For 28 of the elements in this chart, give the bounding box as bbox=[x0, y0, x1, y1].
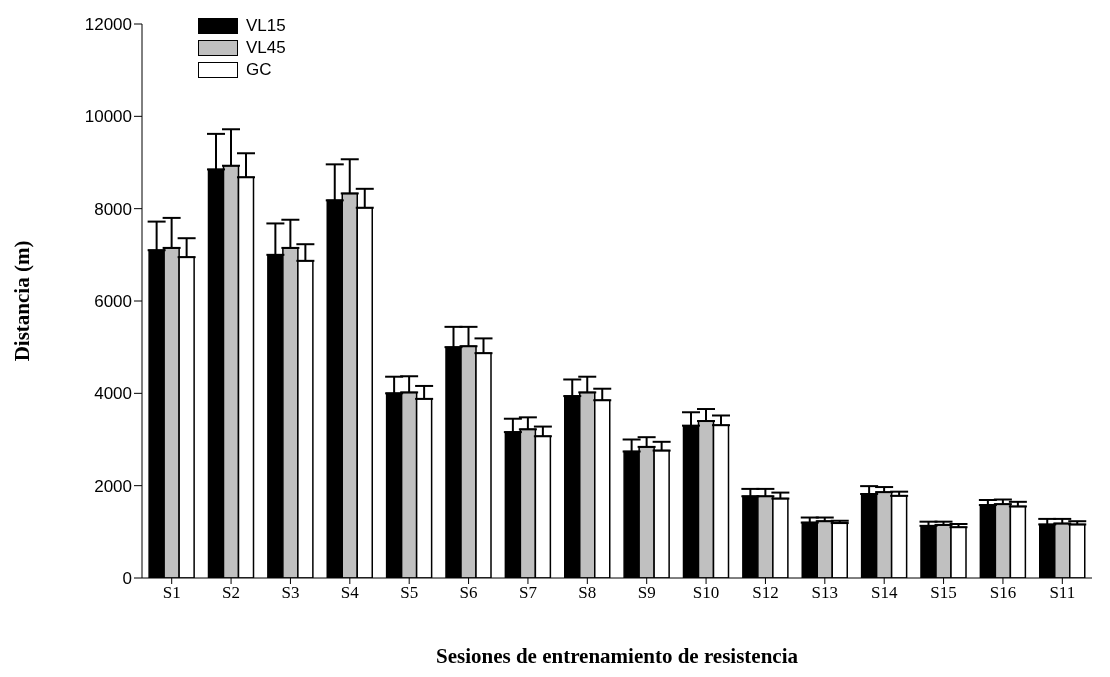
legend-label: VL45 bbox=[245, 38, 286, 58]
y-axis-title: Distancia (m) bbox=[10, 240, 35, 362]
x-tick-label: S7 bbox=[518, 583, 538, 603]
x-tick-label: S14 bbox=[870, 583, 898, 603]
x-tick-label: S11 bbox=[1049, 583, 1076, 603]
x-tick-label: S4 bbox=[340, 583, 360, 603]
y-tick-label: 4000 bbox=[94, 384, 132, 404]
legend-label: GC bbox=[245, 60, 273, 80]
legend-label: VL15 bbox=[245, 16, 286, 36]
y-tick-label: 10000 bbox=[84, 107, 132, 127]
x-tick-label: S10 bbox=[692, 583, 720, 603]
y-tick-label: 12000 bbox=[84, 15, 132, 35]
x-tick-label: S1 bbox=[162, 583, 181, 603]
x-tick-label: S6 bbox=[459, 583, 478, 603]
x-tick-label: S12 bbox=[752, 583, 779, 603]
x-tick-label: S9 bbox=[637, 583, 656, 603]
x-tick-label: S15 bbox=[930, 583, 957, 603]
y-tick-label: 6000 bbox=[94, 292, 132, 312]
y-tick-label: 8000 bbox=[94, 199, 132, 219]
x-tick-label: S2 bbox=[222, 583, 241, 603]
x-tick-label: S3 bbox=[281, 583, 300, 603]
x-tick-label: S13 bbox=[811, 583, 839, 603]
y-tick-label: 2000 bbox=[94, 476, 132, 496]
x-tick-label: S16 bbox=[989, 583, 1017, 603]
x-tick-label: S8 bbox=[578, 583, 597, 603]
y-tick-label: 0 bbox=[122, 569, 132, 589]
x-tick-label: S5 bbox=[400, 583, 419, 603]
x-axis-title: Sesiones de entrenamiento de resistencia bbox=[435, 643, 799, 668]
